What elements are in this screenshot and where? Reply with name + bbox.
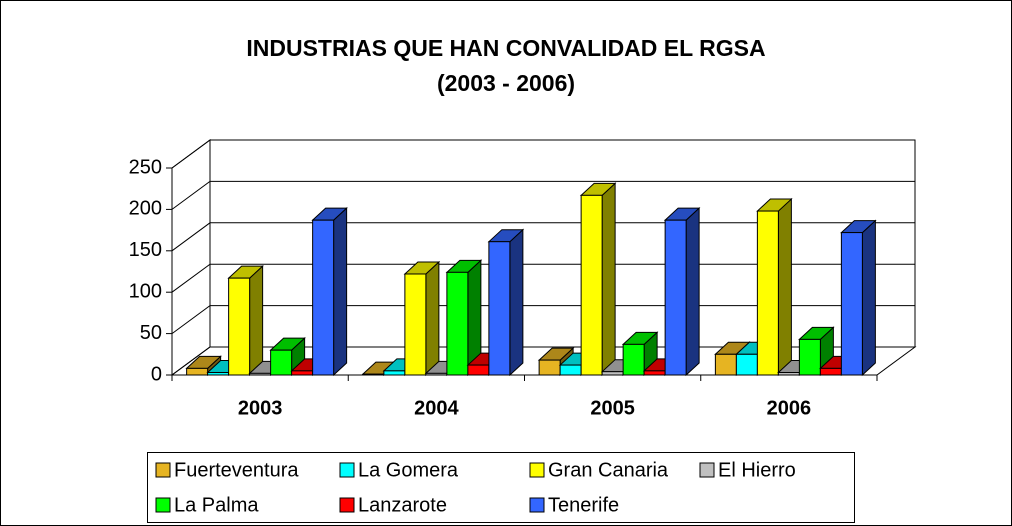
bar-side <box>861 219 876 377</box>
bar <box>601 371 624 376</box>
x-tick-label: 2006 <box>767 397 812 419</box>
y-tick-label: 250 <box>129 156 162 178</box>
legend-swatch <box>699 462 715 478</box>
legend-swatch <box>155 497 171 513</box>
bar <box>819 367 842 376</box>
bar <box>383 370 406 376</box>
bar <box>404 273 427 376</box>
bar <box>207 372 230 376</box>
bar <box>777 372 800 376</box>
bar <box>622 343 645 376</box>
y-tick-label: 100 <box>129 280 162 302</box>
legend-label: La Palma <box>174 494 259 516</box>
legend-swatch <box>339 462 355 478</box>
bar <box>643 370 666 376</box>
bar <box>756 210 779 376</box>
x-tick-label: 2004 <box>414 397 459 419</box>
bar <box>362 373 385 376</box>
bar <box>580 194 603 376</box>
legend-swatch <box>155 462 171 478</box>
bar-side <box>333 207 348 377</box>
bar <box>186 367 209 376</box>
bar <box>664 219 687 376</box>
y-tick-label: 50 <box>140 322 162 344</box>
legend-label: El Hierro <box>718 459 796 481</box>
legend-label: Fuerteventura <box>174 459 299 481</box>
side-wall <box>171 139 211 376</box>
bar <box>798 338 821 376</box>
bar <box>425 372 448 376</box>
bar <box>538 359 561 376</box>
legend-label: Gran Canaria <box>548 459 669 481</box>
y-tick-label: 0 <box>151 363 162 385</box>
legend-label: Lanzarote <box>358 494 447 516</box>
grid-line <box>171 180 915 210</box>
bar-side <box>777 197 792 377</box>
legend-label: La Gomera <box>358 459 459 481</box>
bar <box>488 241 511 376</box>
bar <box>270 349 293 376</box>
legend-swatch <box>339 497 355 513</box>
bar <box>249 372 272 376</box>
bar <box>291 370 314 376</box>
bar <box>714 353 737 376</box>
bar-side <box>685 207 700 377</box>
bar-side <box>601 182 616 377</box>
bar-side <box>509 228 524 377</box>
chart-subtitle: (2003 - 2006) <box>437 70 575 96</box>
bar-side <box>425 260 440 377</box>
bar <box>467 364 490 376</box>
chart-title: INDUSTRIAS QUE HAN CONVALIDAD EL RGSA <box>246 35 765 61</box>
legend-swatch <box>529 462 545 478</box>
bar <box>735 353 758 376</box>
bar <box>559 364 582 376</box>
bar <box>446 271 469 376</box>
bar <box>312 219 335 376</box>
y-tick-label: 200 <box>129 198 162 220</box>
legend-box <box>147 452 855 523</box>
bar-side <box>249 264 264 377</box>
bar <box>840 232 863 376</box>
legend-label: Tenerife <box>548 494 619 516</box>
bar <box>228 277 251 376</box>
x-tick-label: 2005 <box>590 397 635 419</box>
x-tick-label: 2003 <box>238 397 283 419</box>
grid-line <box>171 139 915 169</box>
legend-swatch <box>529 497 545 513</box>
y-tick-label: 150 <box>129 239 162 261</box>
